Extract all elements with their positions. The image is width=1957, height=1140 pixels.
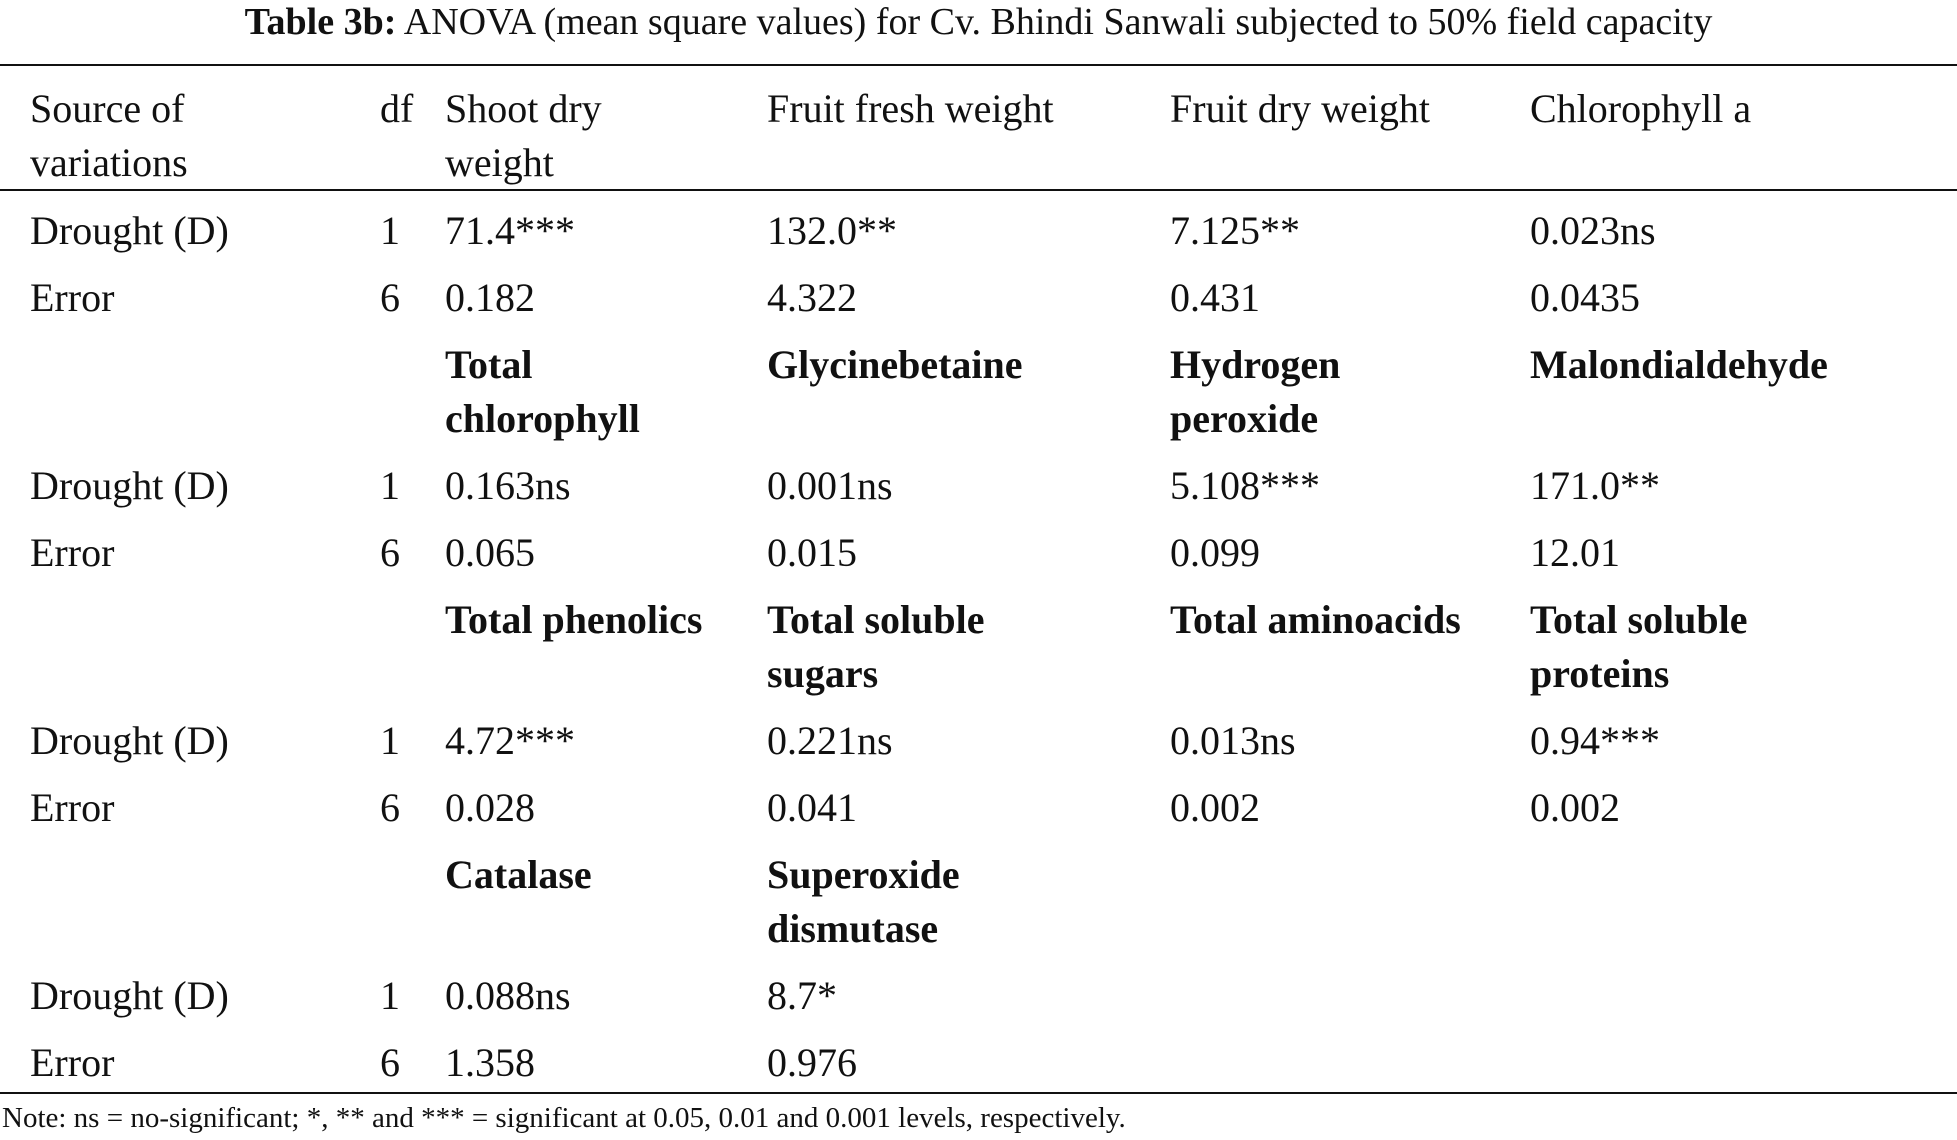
row-source: Drought (D) xyxy=(30,718,229,763)
row-df: 1 xyxy=(380,718,400,763)
row-value: 0.001ns xyxy=(767,463,893,508)
subheader-total-phenolics: Total phenolics xyxy=(445,597,703,642)
row-value: 4.322 xyxy=(767,275,857,320)
row-value: 1.358 xyxy=(445,1040,535,1085)
row-value: 4.72*** xyxy=(445,718,575,763)
subheader-superoxide-dismutase-line2: dismutase xyxy=(767,906,939,951)
row-source: Drought (D) xyxy=(30,208,229,253)
subheader-hydrogen-peroxide-line2: peroxide xyxy=(1170,396,1319,441)
row-value: 0.099 xyxy=(1170,530,1260,575)
row-source: Error xyxy=(30,530,115,575)
caption-label: Table 3b: xyxy=(244,1,397,43)
row-value: 0.002 xyxy=(1530,785,1620,830)
table-top-rule xyxy=(0,64,1957,66)
subheader-total-aminoacids: Total aminoacids xyxy=(1170,597,1461,642)
row-source: Error xyxy=(30,785,115,830)
row-value: 0.065 xyxy=(445,530,535,575)
row-value: 132.0** xyxy=(767,208,897,253)
row-df: 6 xyxy=(380,785,400,830)
header-source-line2: variations xyxy=(30,140,188,185)
subheader-total-chlorophyll-line2: chlorophyll xyxy=(445,396,640,441)
header-source-line1: Source of xyxy=(30,86,185,131)
row-value: 0.002 xyxy=(1170,785,1260,830)
row-value: 0.0435 xyxy=(1530,275,1640,320)
row-value: 0.041 xyxy=(767,785,857,830)
row-value: 12.01 xyxy=(1530,530,1620,575)
row-df: 1 xyxy=(380,973,400,1018)
row-value: 0.431 xyxy=(1170,275,1260,320)
header-df: df xyxy=(380,86,414,131)
row-value: 0.023ns xyxy=(1530,208,1656,253)
header-rule xyxy=(0,189,1957,191)
header-col1-line1: Shoot dry xyxy=(445,86,602,131)
row-value: 0.976 xyxy=(767,1040,857,1085)
subheader-superoxide-dismutase-line1: Superoxide xyxy=(767,852,960,897)
row-df: 1 xyxy=(380,208,400,253)
row-value: 0.028 xyxy=(445,785,535,830)
subheader-malondialdehyde: Malondialdehyde xyxy=(1530,342,1828,387)
row-value: 0.088ns xyxy=(445,973,571,1018)
row-source: Error xyxy=(30,275,115,320)
subheader-total-soluble-sugars-line2: sugars xyxy=(767,651,879,696)
subheader-hydrogen-peroxide-line1: Hydrogen xyxy=(1170,342,1341,387)
header-col1-line2: weight xyxy=(445,140,554,185)
row-source: Drought (D) xyxy=(30,973,229,1018)
subheader-total-soluble-proteins-line2: proteins xyxy=(1530,651,1670,696)
subheader-total-soluble-sugars-line1: Total soluble xyxy=(767,597,985,642)
caption-text: ANOVA (mean square values) for Cv. Bhind… xyxy=(403,1,1713,43)
subheader-catalase: Catalase xyxy=(445,852,592,897)
row-df: 6 xyxy=(380,1040,400,1085)
table-bottom-rule xyxy=(0,1092,1957,1094)
row-value: 71.4*** xyxy=(445,208,575,253)
row-source: Error xyxy=(30,1040,115,1085)
row-df: 6 xyxy=(380,275,400,320)
header-col3: Fruit dry weight xyxy=(1170,86,1430,131)
header-col4: Chlorophyll a xyxy=(1530,86,1752,131)
row-value: 7.125** xyxy=(1170,208,1300,253)
subheader-total-chlorophyll-line1: Total xyxy=(445,342,533,387)
row-value: 0.94*** xyxy=(1530,718,1660,763)
row-value: 0.182 xyxy=(445,275,535,320)
row-value: 0.013ns xyxy=(1170,718,1296,763)
row-df: 6 xyxy=(380,530,400,575)
header-col2: Fruit fresh weight xyxy=(767,86,1054,131)
row-value: 0.221ns xyxy=(767,718,893,763)
row-value: 171.0** xyxy=(1530,463,1660,508)
subheader-total-soluble-proteins-line1: Total soluble xyxy=(1530,597,1748,642)
row-df: 1 xyxy=(380,463,400,508)
table-caption: Table 3b: ANOVA (mean square values) for… xyxy=(0,0,1957,44)
table-note: Note: ns = no-significant; *, ** and ***… xyxy=(2,1102,1126,1134)
row-value: 5.108*** xyxy=(1170,463,1320,508)
subheader-glycinebetaine: Glycinebetaine xyxy=(767,342,1023,387)
row-value: 8.7* xyxy=(767,973,837,1018)
row-value: 0.015 xyxy=(767,530,857,575)
row-source: Drought (D) xyxy=(30,463,229,508)
row-value: 0.163ns xyxy=(445,463,571,508)
